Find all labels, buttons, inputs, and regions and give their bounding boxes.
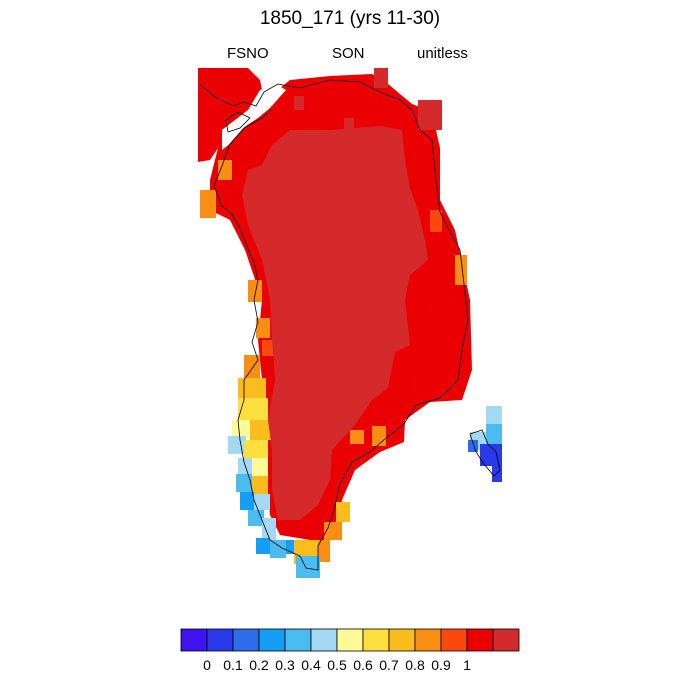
colorbar-box <box>492 628 520 652</box>
colorbar-tick-label: 0.5 <box>327 657 347 673</box>
east-island-patch <box>486 406 502 424</box>
colorbar-tick-label: 0 <box>203 657 211 673</box>
colorbar-tick-label: 0.7 <box>379 657 399 673</box>
west-patch <box>248 280 262 302</box>
snow-fraction-field <box>198 68 502 578</box>
west-patch <box>252 458 268 476</box>
east-island-patch <box>492 462 502 482</box>
colorbar-tick-label: 0.9 <box>431 657 451 673</box>
west-patch <box>254 494 270 510</box>
east-patch <box>455 255 467 285</box>
west-patch <box>236 474 252 492</box>
colorbar-tick-label: 0.1 <box>223 657 243 673</box>
variable-label: FSNO <box>227 45 269 62</box>
colorbar-tick-label: 0.4 <box>301 657 321 673</box>
south-patch <box>296 556 320 578</box>
west-patch <box>200 190 216 218</box>
south-patch <box>336 502 350 522</box>
colorbar-tick-label: 1 <box>463 657 471 673</box>
west-patch <box>252 476 268 494</box>
west-patch <box>218 160 232 180</box>
east-island-patch <box>480 444 502 466</box>
colorbar-box <box>232 628 260 652</box>
northwest-tip-region <box>198 68 262 162</box>
east-patch <box>430 210 442 232</box>
colorbar-box <box>310 628 338 652</box>
east-patch <box>418 100 442 130</box>
east-patch <box>350 430 364 444</box>
ice-sheet-region <box>242 126 428 520</box>
north-patch <box>294 96 304 110</box>
west-patch <box>244 440 268 460</box>
west-patch <box>238 378 266 400</box>
colorbar-tick-label: 0.3 <box>275 657 295 673</box>
colorbar-tick-label: 0.2 <box>249 657 269 673</box>
colorbar-labels: 0 0.1 0.2 0.3 0.4 0.5 0.6 0.7 0.8 0.9 1 <box>203 657 471 673</box>
coastline <box>199 79 501 571</box>
east-island-patch <box>468 440 478 452</box>
plot-title: 1850_171 (yrs 11-30) <box>259 8 441 29</box>
colorbar-tick-label: 0.8 <box>405 657 425 673</box>
west-patch <box>240 492 254 510</box>
west-patch <box>232 420 254 438</box>
south-patch <box>318 540 330 562</box>
colorbar-box <box>414 628 442 652</box>
northwest-gap <box>222 84 286 150</box>
west-patch <box>270 540 286 558</box>
colorbar-box <box>284 628 312 652</box>
west-patch <box>238 398 268 420</box>
east-island-patch <box>486 424 502 444</box>
season-label: SON <box>332 45 365 62</box>
colorbar-box <box>180 628 208 652</box>
north-patch <box>374 68 388 88</box>
west-patch <box>256 538 270 554</box>
west-patch <box>250 420 272 440</box>
colorbar-box <box>388 628 416 652</box>
west-patch <box>256 318 270 338</box>
west-patch <box>262 340 274 356</box>
colorbar-box <box>362 628 390 652</box>
colorbar-tick-label: 0.6 <box>353 657 373 673</box>
west-patch <box>244 355 260 379</box>
colorbar-box <box>206 628 234 652</box>
north-patch <box>344 118 354 132</box>
colorbar-box <box>258 628 286 652</box>
colorbar-boxes <box>180 628 520 652</box>
colorbar-box <box>336 628 364 652</box>
colorbar-box <box>466 628 494 652</box>
colorbar-box <box>440 628 468 652</box>
west-patch <box>262 518 276 540</box>
units-label: unitless <box>417 45 468 62</box>
